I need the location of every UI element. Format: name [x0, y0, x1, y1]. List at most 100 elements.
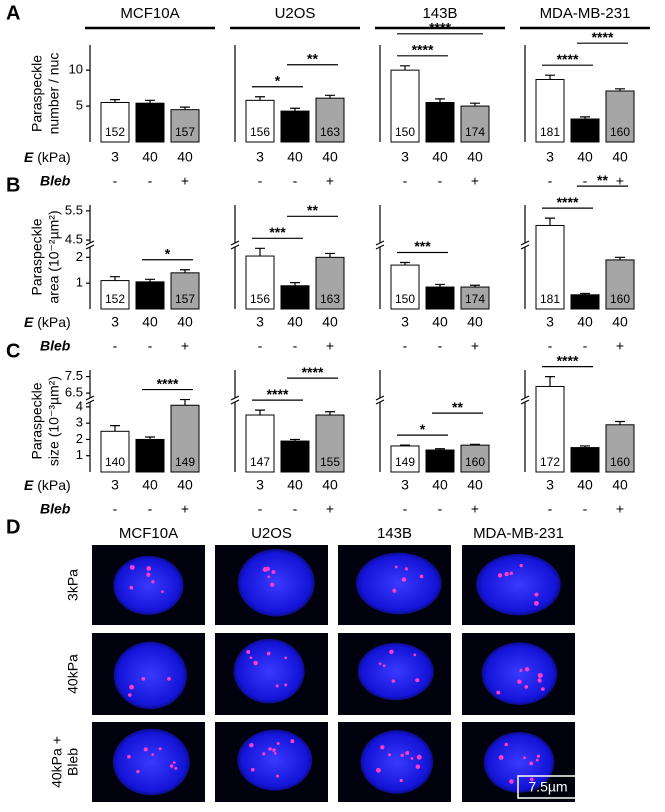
paraspeckle-dot — [413, 653, 417, 657]
paraspeckle-dot — [169, 764, 174, 768]
n-label: 181 — [540, 125, 560, 139]
paraspeckle-dot — [271, 570, 276, 574]
paraspeckle-dot — [129, 585, 134, 590]
significance-label: **** — [429, 20, 451, 36]
bleb-label: - — [403, 501, 408, 517]
significance-label: **** — [412, 42, 434, 58]
significance-label: ** — [597, 172, 608, 188]
paraspeckle-dot — [415, 764, 421, 769]
paraspeckle-dot — [529, 777, 534, 782]
x-tick-label: 3 — [111, 149, 119, 165]
bleb-label: - — [258, 338, 263, 354]
y-tick-label: 3 — [76, 415, 83, 430]
y-tick-label: 6.5 — [65, 384, 83, 399]
paraspeckle-dot — [262, 752, 266, 756]
x-tick-label: 40 — [322, 477, 338, 493]
x-tick-label: 40 — [432, 314, 448, 330]
n-label: 201 — [575, 125, 595, 139]
x-tick-label: 3 — [256, 149, 264, 165]
bleb-label: + — [181, 173, 189, 189]
bleb-row-label: Bleb — [40, 173, 71, 189]
paraspeckle-dot — [127, 693, 132, 697]
bleb-label: - — [438, 501, 443, 517]
n-label: 149 — [175, 455, 195, 469]
paraspeckle-dot — [275, 684, 279, 688]
paraspeckle-dot — [529, 761, 534, 766]
column-title: MDA-MB-231 — [540, 5, 631, 22]
y-tick-label: 4 — [76, 398, 83, 413]
bleb-label: - — [148, 173, 153, 189]
y-tick-label: 2 — [76, 431, 83, 446]
bleb-label: - — [293, 501, 298, 517]
panel-label: A — [6, 2, 20, 24]
paraspeckle-dot — [249, 742, 254, 748]
bleb-label: + — [181, 501, 189, 517]
paraspeckle-dot — [290, 739, 295, 744]
y-tick-label: 5.5 — [65, 202, 83, 217]
paraspeckle-dot — [127, 754, 131, 759]
image-column-title: U2OS — [251, 525, 292, 542]
error-bar — [325, 411, 335, 416]
paraspeckle-dot — [401, 577, 407, 582]
error-bar — [435, 98, 445, 103]
n-label: 160 — [465, 455, 485, 469]
bar — [135, 102, 165, 143]
bleb-label: + — [471, 338, 479, 354]
error-bar — [400, 65, 410, 71]
error-bar — [580, 292, 590, 295]
bleb-label: - — [113, 173, 118, 189]
y-axis-title: size (10⁻³µm²) — [46, 376, 62, 466]
error-bar — [325, 252, 335, 258]
bar — [245, 414, 275, 473]
paraspeckle-dot — [158, 747, 162, 751]
y-axis-title: Paraspeckle — [29, 55, 45, 132]
paraspeckle-dot — [378, 662, 382, 666]
bleb-label: - — [113, 501, 118, 517]
paraspeckle-dot — [284, 656, 288, 660]
stiffness-row-label: E (kPa) — [24, 477, 71, 493]
paraspeckle-dot — [536, 754, 541, 758]
error-bar — [255, 96, 265, 101]
image-column-title: MCF10A — [119, 525, 178, 542]
bleb-label: + — [616, 173, 624, 189]
error-bar — [400, 444, 410, 446]
bleb-label: - — [293, 173, 298, 189]
stiffness-symbol: E — [24, 149, 34, 165]
x-tick-label: 40 — [577, 149, 593, 165]
axis-break — [520, 244, 530, 250]
significance-label: ** — [452, 399, 463, 415]
bar — [100, 280, 130, 310]
x-tick-label: 40 — [177, 477, 193, 493]
image-column-title: 143B — [377, 525, 412, 542]
n-label: 140 — [105, 455, 125, 469]
paraspeckle-dot — [404, 567, 408, 571]
image-row-label: 40kPa + — [49, 736, 65, 788]
nucleus — [360, 730, 434, 794]
axis-break — [375, 240, 385, 246]
paraspeckle-dot — [416, 754, 422, 760]
x-tick-label: 3 — [546, 314, 554, 330]
bleb-label: - — [258, 173, 263, 189]
significance-label: **** — [267, 386, 289, 402]
bleb-label: - — [148, 501, 153, 517]
error-bar — [615, 256, 625, 260]
bleb-label: - — [403, 173, 408, 189]
axis-break — [375, 395, 385, 401]
error-bar — [580, 445, 590, 448]
n-label: 160 — [610, 292, 630, 306]
x-tick-label: 40 — [432, 149, 448, 165]
paraspeckle-dot — [387, 753, 391, 757]
error-bar — [110, 425, 120, 432]
n-label: 174 — [465, 292, 485, 306]
error-bar — [145, 99, 155, 104]
error-bar — [110, 99, 120, 103]
bar — [245, 255, 275, 310]
axis-break — [230, 244, 240, 250]
x-tick-label: 40 — [577, 477, 593, 493]
nucleus — [233, 638, 305, 704]
paraspeckle-dot — [284, 683, 288, 687]
error-bar — [325, 94, 335, 99]
y-tick-label: 2 — [76, 249, 83, 264]
bar — [135, 438, 165, 473]
